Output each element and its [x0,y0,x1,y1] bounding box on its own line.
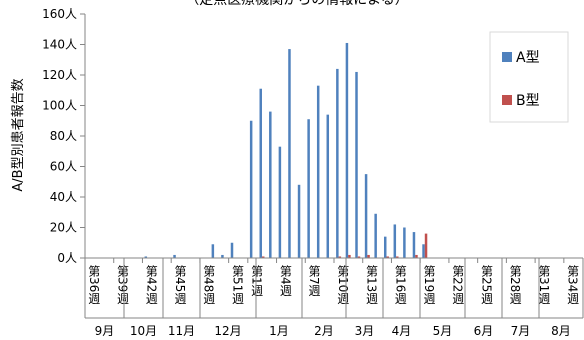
bar-a [374,213,377,258]
bar-b [357,256,361,258]
y-tick-label: 120人 [42,68,77,82]
x-tick-label: 第7週 [307,265,321,297]
x-tick-label: 第19週 [422,265,436,305]
x-tick-label: 第51週 [230,265,244,305]
month-label: 7月 [511,324,531,338]
bar-b [348,254,351,258]
bar-a [355,71,358,258]
bar-a [249,120,253,258]
bar-a [230,242,234,258]
bar-a [422,244,425,258]
y-tick-label: 160人 [42,7,77,21]
bar-b [386,256,389,258]
x-tick-label: 第45週 [173,265,187,305]
month-label: 8月 [551,324,571,338]
bar-a [403,227,406,258]
bar-b [396,256,399,258]
bar-a [278,146,282,258]
y-tick-label: 80人 [50,129,77,143]
x-tick-label: 第34週 [566,265,580,305]
bar-a [316,85,320,258]
y-tick-label: 20人 [50,221,77,235]
month-label: 4月 [392,324,412,338]
chart-title: （定点医療機関からの情報による） [185,0,409,8]
bar-a [383,236,387,258]
bar-a [259,88,262,258]
month-label: 9月 [95,324,115,338]
bar-a [326,114,330,259]
x-tick-label: 第1週 [250,265,264,297]
bar-a [412,232,416,258]
bar-a [144,256,148,258]
bar-b [338,256,342,258]
legend-label-b: B型 [516,93,540,109]
bar-a [211,244,215,258]
y-tick-label: 100人 [42,99,77,113]
month-label: 11月 [168,324,195,338]
x-tick-label: 第13週 [365,265,379,305]
bar-a [393,224,397,258]
y-tick-label: 40人 [50,190,77,204]
month-label: 3月 [355,324,375,338]
bar-b [415,254,418,258]
x-tick-label: 第36週 [87,265,101,305]
bar-a [288,49,291,259]
x-tick-label: 第22週 [451,265,465,305]
x-tick-label: 第4週 [278,265,292,297]
bar-a [297,184,301,258]
month-label: 2月 [314,324,334,338]
legend-swatch-a [502,52,512,62]
x-tick-label: 第42週 [144,265,158,305]
x-tick-label: 第25週 [479,265,493,305]
x-tick-label: 第48週 [202,265,216,305]
x-tick-label: 第28週 [508,265,522,305]
month-label: 1月 [269,324,289,338]
month-label: 12月 [214,324,241,338]
x-tick-label: 第16週 [393,265,407,305]
bar-a [336,68,339,259]
legend-swatch-b [502,95,512,105]
bar-a [221,254,224,258]
bar-a [307,119,310,258]
month-label: 6月 [474,324,494,338]
y-axis-label: A/B型別患者報告数 [11,78,26,191]
bar-b [424,233,428,258]
legend-label-a: A型 [516,50,540,66]
bar-a [345,42,349,258]
bar-b [261,256,265,258]
y-tick-label: 0人 [57,251,77,265]
legend: A型 B型 [489,31,569,123]
legend-box [489,31,569,123]
month-label: 5月 [433,324,453,338]
bar-b [367,254,370,258]
y-tick-label: 60人 [50,160,77,174]
bar-a [364,174,368,258]
x-tick-label: 第31週 [537,265,551,305]
month-label: 10月 [130,324,157,338]
x-tick-label: 第10週 [336,265,350,305]
x-tick-label: 第39週 [116,265,130,305]
y-tick-label: 140人 [42,38,77,52]
bar-a [173,254,176,258]
bar-a [269,111,272,258]
